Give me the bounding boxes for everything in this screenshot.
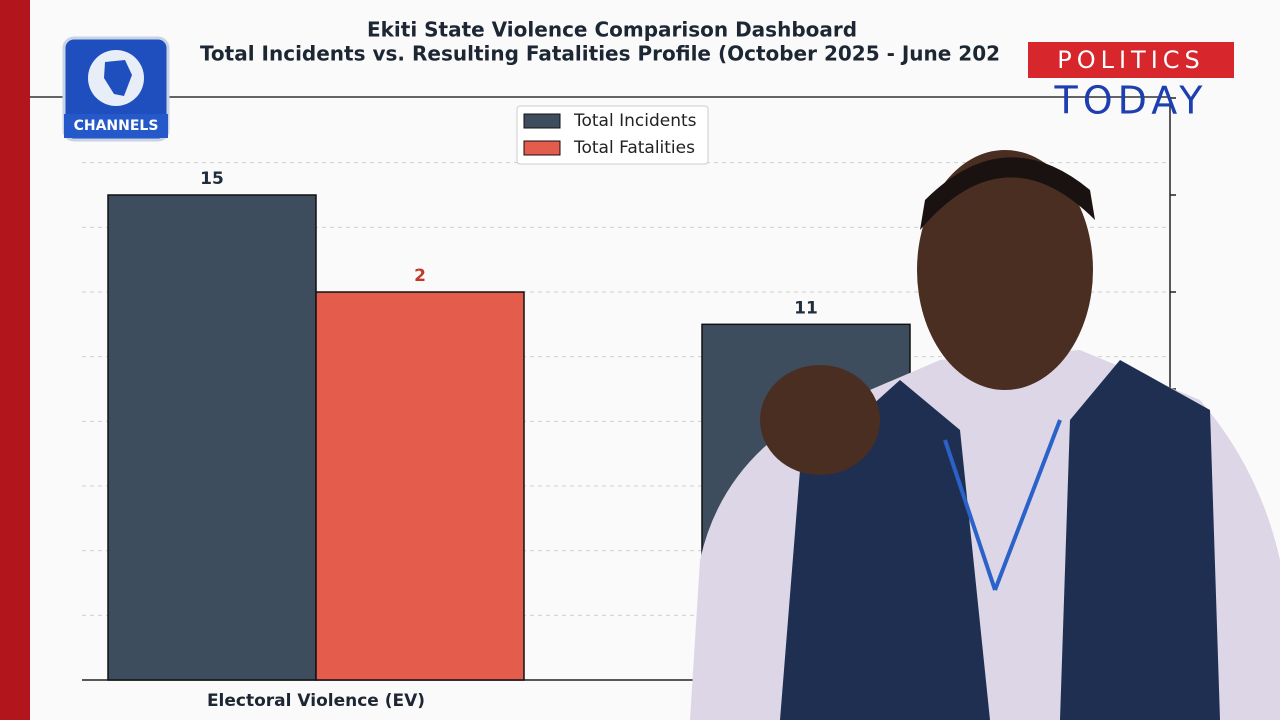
legend-swatch — [523, 140, 561, 156]
value-label: 2 — [414, 266, 426, 286]
show-title-top: POLITICS — [1057, 46, 1205, 74]
legend-swatch — [523, 113, 561, 129]
show-title-bottom: TODAY — [1054, 79, 1208, 123]
chart-subtitle: Total Incidents vs. Resulting Fatalities… — [200, 42, 1000, 66]
legend-box — [516, 105, 709, 165]
legend-label: Total Fatalities — [573, 138, 695, 158]
bar — [315, 291, 525, 681]
bar — [107, 194, 317, 681]
x-tick-label: Electoral Violence (EV) — [207, 691, 425, 711]
show-logo: POLITICS TODAY — [1028, 42, 1234, 123]
chart-title: Ekiti State Violence Comparison Dashboar… — [367, 18, 857, 42]
legend: Total Incidents Total Fatalities — [516, 105, 709, 165]
channel-name: CHANNELS — [74, 118, 159, 134]
side-strip — [0, 0, 30, 720]
channel-logo: CHANNELS — [62, 36, 170, 142]
plot: Electoral Violence (EV) 15 2 11 Total Incide… — [30, 96, 1176, 711]
legend-label: Total Incidents — [573, 111, 697, 131]
value-label: 15 — [200, 169, 224, 189]
value-label: 11 — [794, 298, 818, 318]
presenter — [690, 150, 1280, 720]
